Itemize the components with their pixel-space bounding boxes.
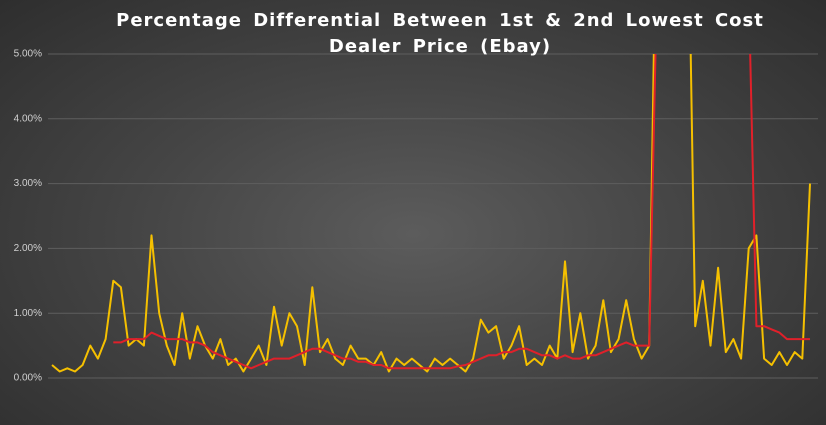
y-tick-label: 2.00% (14, 243, 42, 254)
y-tick-label: 4.00% (14, 113, 42, 124)
plot-area (51, 54, 811, 373)
series-line (113, 54, 810, 370)
y-tick-label: 1.00% (14, 308, 42, 319)
y-tick-label: 5.00% (14, 49, 42, 60)
y-tick-label: 3.00% (14, 178, 42, 189)
chart-title: Percentage Differential Between 1st & 2n… (116, 10, 764, 57)
y-tick-label: 0.00% (14, 373, 42, 384)
